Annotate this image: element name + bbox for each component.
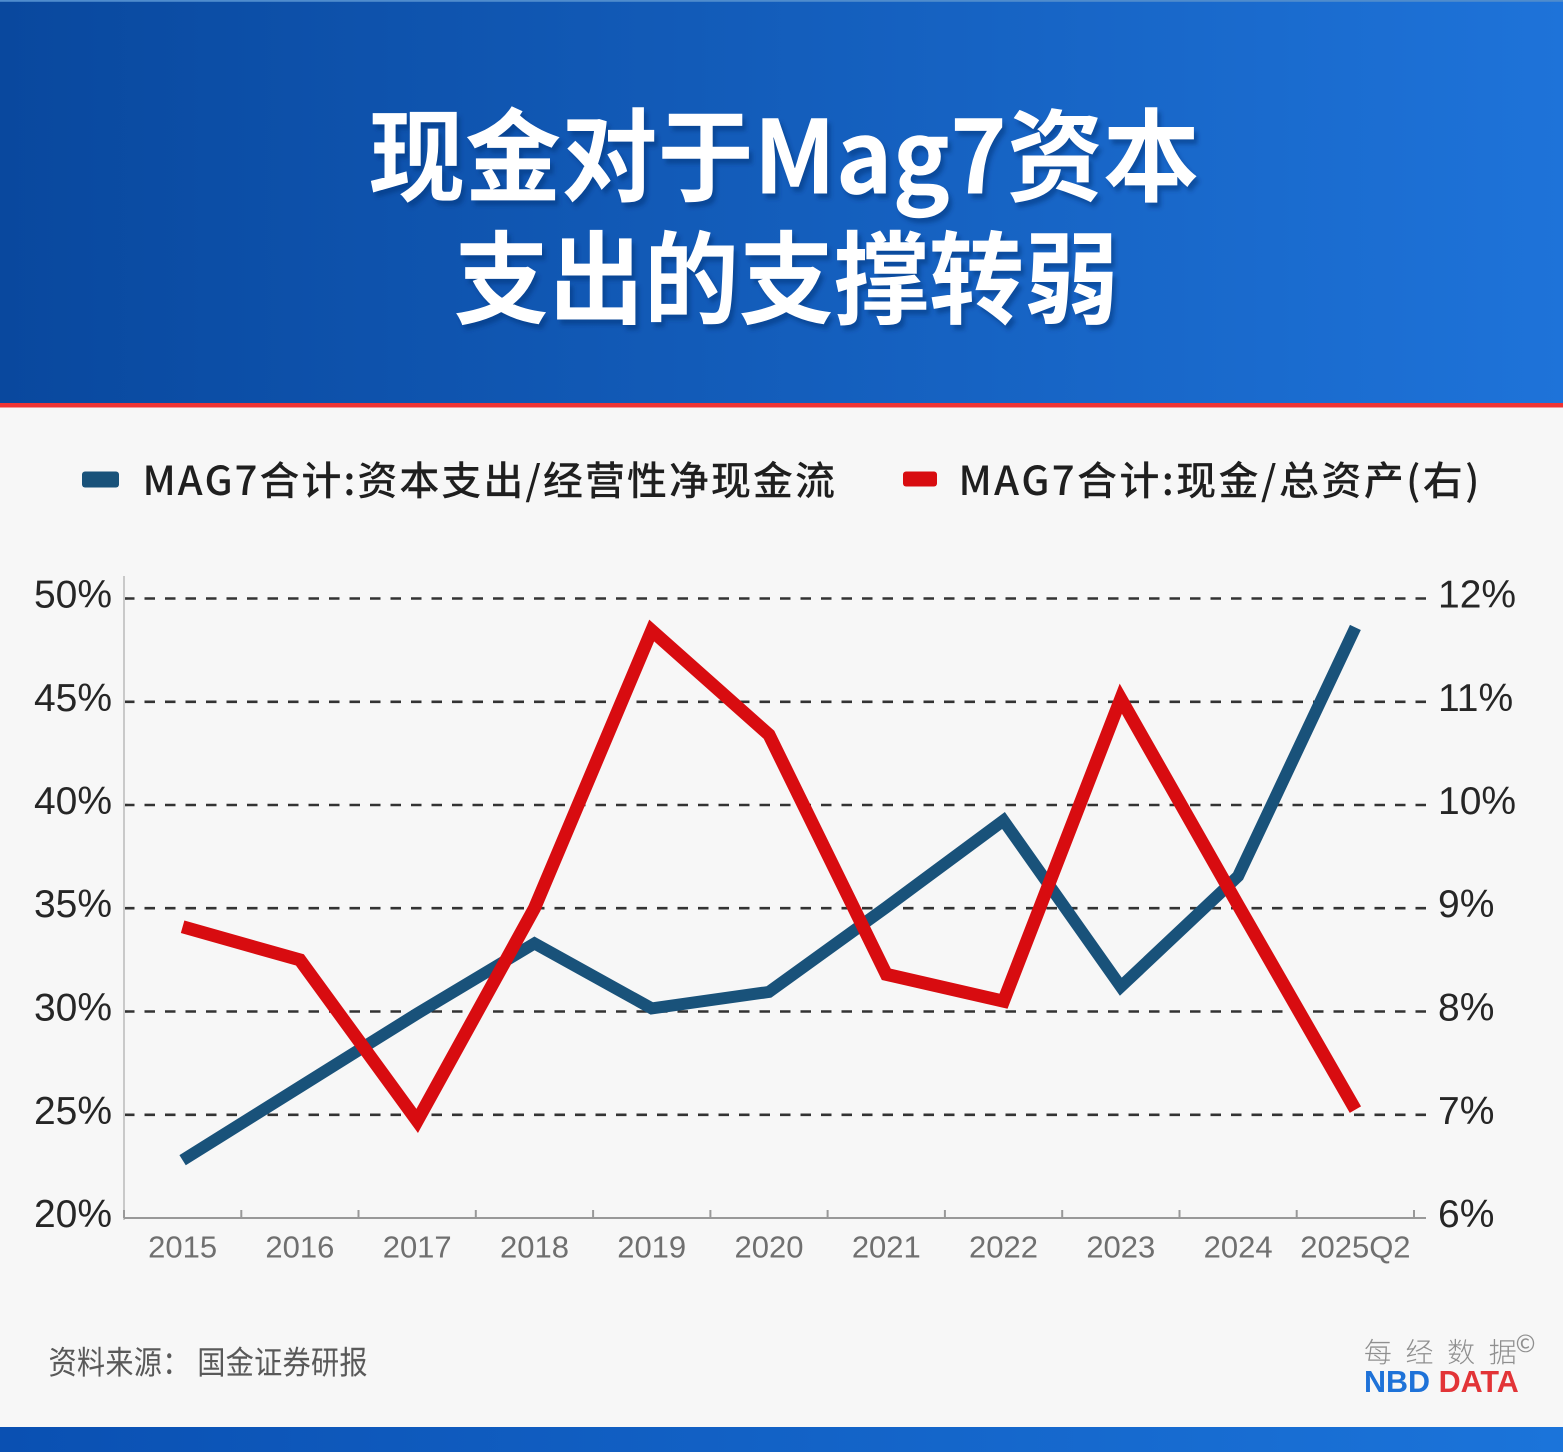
svg-text:45%: 45% (34, 677, 112, 720)
svg-text:30%: 30% (34, 987, 112, 1030)
svg-text:2025Q2: 2025Q2 (1300, 1230, 1410, 1265)
svg-text:35%: 35% (34, 883, 112, 926)
svg-text:2020: 2020 (735, 1230, 804, 1265)
svg-text:2019: 2019 (617, 1230, 686, 1265)
svg-text:11%: 11% (1438, 677, 1513, 720)
svg-text:50%: 50% (34, 574, 112, 617)
svg-text:2015: 2015 (148, 1230, 217, 1265)
svg-text:NBD DATA: NBD DATA (1364, 1365, 1519, 1399)
svg-text:40%: 40% (34, 780, 112, 823)
svg-text:20%: 20% (34, 1193, 112, 1236)
svg-text:2018: 2018 (500, 1230, 569, 1265)
svg-text:6%: 6% (1438, 1193, 1494, 1236)
svg-text:7%: 7% (1438, 1090, 1494, 1133)
svg-text:2016: 2016 (265, 1230, 334, 1265)
svg-text:2017: 2017 (383, 1230, 452, 1265)
svg-text:8%: 8% (1438, 987, 1494, 1030)
svg-text:2024: 2024 (1204, 1230, 1273, 1265)
svg-text:10%: 10% (1438, 780, 1516, 823)
svg-text:9%: 9% (1438, 883, 1494, 926)
svg-text:2022: 2022 (969, 1230, 1038, 1265)
svg-text:2023: 2023 (1086, 1230, 1155, 1265)
svg-text:12%: 12% (1438, 574, 1516, 617)
svg-text:2021: 2021 (852, 1230, 921, 1265)
svg-text:25%: 25% (34, 1090, 112, 1133)
